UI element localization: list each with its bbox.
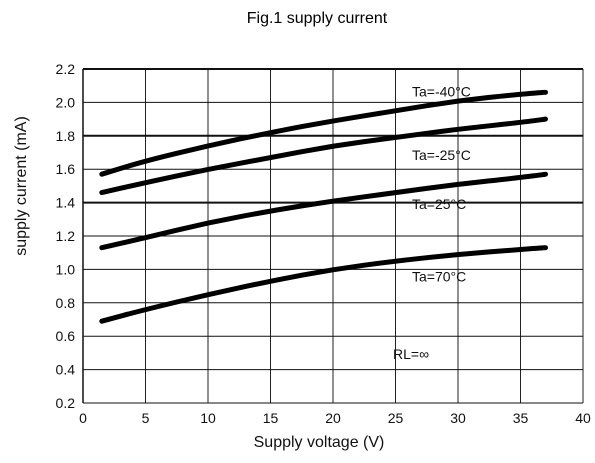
y-tick-label: 1.2 bbox=[56, 228, 76, 244]
chart-title: Fig.1 supply current bbox=[247, 10, 388, 27]
curves bbox=[99, 89, 548, 324]
y-tick-label: 0.2 bbox=[56, 395, 76, 411]
x-tick-label: 25 bbox=[388, 410, 404, 426]
y-tick-label: 2.2 bbox=[56, 61, 76, 77]
series-line bbox=[99, 171, 548, 251]
y-tick-label: 2.0 bbox=[56, 94, 76, 110]
load-annotation: RL=∞ bbox=[393, 346, 429, 362]
y-tick-label: 0.4 bbox=[56, 362, 76, 378]
series-labels: Ta=-40°C Ta=-25°C Ta=25°C Ta=70°C bbox=[412, 84, 471, 285]
series-label: Ta=70°C bbox=[412, 269, 466, 285]
y-tick-labels: 0.2 0.4 0.6 0.8 1.0 1.2 1.4 1.6 1.8 2.0 2.2 bbox=[56, 61, 76, 411]
x-tick-label: 40 bbox=[575, 410, 591, 426]
x-tick-label: 10 bbox=[200, 410, 216, 426]
series-line bbox=[99, 245, 548, 324]
y-tick-label: 1.8 bbox=[56, 128, 76, 144]
x-tick-labels: 0 5 10 15 20 25 30 35 40 bbox=[79, 410, 591, 426]
x-tick-label: 20 bbox=[325, 410, 341, 426]
y-tick-label: 1.4 bbox=[56, 195, 76, 211]
y-axis-label: supply current (mA) bbox=[13, 116, 30, 256]
y-tick-label: 0.8 bbox=[56, 295, 76, 311]
y-tick-label: 1.6 bbox=[56, 161, 76, 177]
y-tick-label: 0.6 bbox=[56, 328, 76, 344]
x-tick-label: 30 bbox=[450, 410, 466, 426]
x-tick-label: 35 bbox=[513, 410, 529, 426]
series-line bbox=[99, 116, 548, 196]
x-tick-label: 15 bbox=[263, 410, 279, 426]
series-line bbox=[99, 89, 548, 177]
y-tick-label: 1.0 bbox=[56, 261, 76, 277]
series-label: Ta=-40°C bbox=[412, 84, 471, 100]
x-tick-label: 0 bbox=[79, 410, 87, 426]
series-label: Ta=25°C bbox=[412, 196, 466, 212]
series-label: Ta=-25°C bbox=[412, 147, 471, 163]
x-axis-label: Supply voltage (V) bbox=[254, 434, 385, 451]
x-tick-label: 5 bbox=[142, 410, 150, 426]
